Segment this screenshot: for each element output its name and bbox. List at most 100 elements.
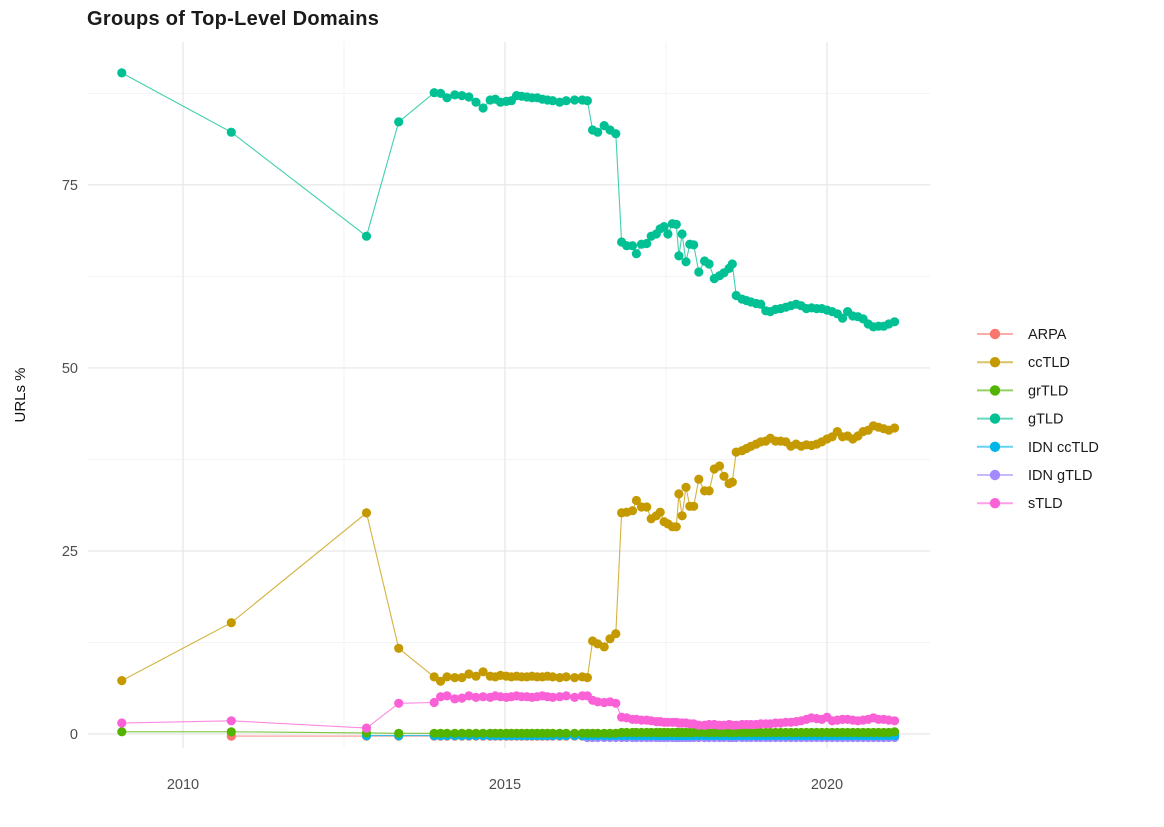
data-point [719, 471, 729, 481]
data-point [478, 667, 488, 677]
data-point [714, 461, 725, 471]
data-point [663, 229, 673, 239]
legend-item-gtld: gTLD [977, 412, 1063, 428]
data-point [704, 259, 714, 269]
data-point [681, 482, 691, 492]
data-point [599, 642, 609, 652]
data-point [450, 694, 460, 704]
data-point [226, 618, 236, 628]
legend-key-dot [989, 413, 1001, 424]
legend-label: sTLD [1028, 496, 1063, 512]
data-point [582, 96, 593, 106]
data-point [464, 728, 474, 738]
legend-label: ARPA [1028, 327, 1067, 343]
data-point [471, 671, 481, 681]
data-point [117, 676, 127, 686]
data-point [117, 68, 127, 78]
legend-label: ccTLD [1028, 355, 1070, 371]
data-point [442, 93, 452, 103]
data-point [694, 474, 704, 484]
series-gtld [117, 68, 900, 332]
data-point [117, 727, 127, 737]
data-point [570, 95, 580, 105]
data-point [478, 103, 488, 113]
data-point [611, 629, 621, 639]
data-point [561, 728, 571, 738]
data-point [450, 728, 460, 738]
data-point [548, 728, 558, 738]
data-point [471, 97, 481, 107]
legend-label: gTLD [1028, 412, 1063, 428]
data-point [464, 669, 474, 679]
data-point [436, 676, 446, 686]
data-point [436, 88, 446, 98]
y-axis-title: URLs % [12, 367, 29, 422]
data-point [593, 127, 603, 137]
data-point [117, 718, 127, 728]
data-point [671, 219, 681, 229]
data-point [659, 222, 669, 232]
legend-key-dot [989, 441, 1001, 452]
data-point [681, 257, 691, 267]
data-point [671, 522, 681, 532]
legend: ARPA ccTLD grTLD gTLD IDN ccTLD IDN gTLD sTLD [977, 327, 1099, 512]
series-stld [117, 691, 900, 733]
data-point [471, 728, 481, 738]
data-point [436, 728, 446, 738]
data-point [548, 96, 558, 106]
data-point [561, 672, 571, 682]
legend-key-dot [989, 385, 1001, 396]
data-point [361, 723, 372, 733]
data-point [689, 501, 699, 511]
x-tick-label: 2020 [811, 777, 843, 793]
data-point [890, 716, 900, 726]
data-point [429, 697, 439, 708]
data-point [642, 502, 652, 512]
data-point [442, 728, 452, 738]
axis-tick-labels: 0 25 50 75 2010 2015 2020 [62, 178, 843, 793]
data-point [570, 728, 580, 738]
data-point [226, 727, 236, 737]
data-point [677, 511, 687, 521]
data-point [361, 508, 372, 518]
x-tick-label: 2010 [167, 777, 199, 793]
data-point [457, 728, 467, 738]
legend-item-idn-cctld: IDN ccTLD [977, 440, 1099, 456]
data-point [582, 673, 593, 683]
data-point [561, 96, 571, 106]
legend-item-grtld: grTLD [977, 383, 1068, 399]
data-point [464, 691, 474, 701]
legend-label: IDN ccTLD [1028, 440, 1099, 456]
legend-key-dot [989, 328, 1001, 340]
legend-item-arpa: ARPA [977, 327, 1067, 343]
series-cctld [117, 421, 900, 686]
data-point [837, 313, 848, 323]
data-point [677, 229, 687, 239]
data-point [478, 728, 488, 738]
data-point [429, 728, 439, 738]
data-point [570, 692, 580, 703]
data-point [457, 693, 467, 703]
data-point [611, 129, 621, 139]
data-point [548, 692, 558, 703]
data-point [361, 231, 372, 241]
data-point [394, 698, 404, 708]
data-point [226, 127, 236, 137]
y-tick-label: 75 [62, 178, 78, 194]
data-point [429, 672, 439, 682]
data-point [548, 672, 558, 682]
data-point [478, 692, 488, 702]
data-point [655, 507, 665, 517]
data-point [642, 238, 652, 249]
data-point [561, 691, 571, 701]
data-point [627, 241, 638, 251]
legend-label: grTLD [1028, 383, 1068, 399]
data-point [727, 259, 737, 269]
data-point [394, 117, 404, 127]
legend-key-dot [989, 469, 1001, 481]
data-point [394, 643, 404, 653]
data-point [674, 489, 684, 499]
data-point [674, 251, 684, 261]
y-tick-label: 25 [62, 544, 78, 560]
